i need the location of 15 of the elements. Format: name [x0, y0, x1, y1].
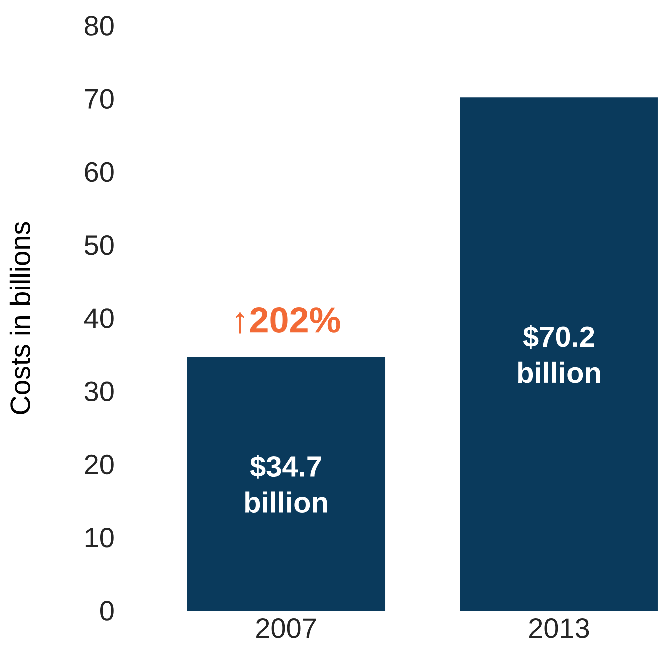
y-tick-label: 20	[85, 454, 114, 475]
y-tick-label: 30	[84, 382, 114, 402]
x-tick-label: 2007	[256, 618, 316, 638]
y-tick-label: 70	[85, 89, 114, 110]
y-tick-label: 0	[100, 601, 114, 621]
y-tick-label: 80	[85, 16, 114, 36]
annotation: ↑202%	[236, 308, 340, 334]
y-axis-title: Costs in billions	[10, 222, 30, 414]
y-tick-label: 60	[85, 162, 114, 182]
data-label: $70.2 billion	[518, 325, 600, 384]
y-tick-label: 40	[84, 308, 114, 328]
data-label: $34.7 billion	[246, 455, 328, 514]
y-tick-label: 50	[84, 235, 114, 256]
x-tick-label: 2013	[530, 618, 590, 638]
y-tick-label: 10	[86, 528, 114, 548]
